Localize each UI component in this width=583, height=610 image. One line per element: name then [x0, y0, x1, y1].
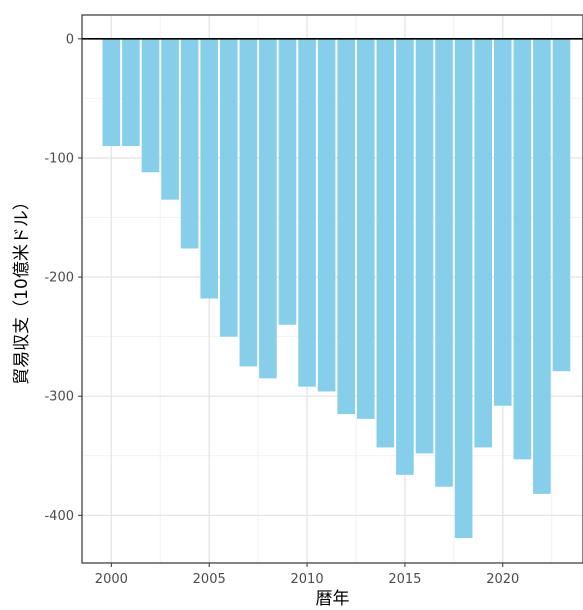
bar-2019 — [474, 38, 492, 448]
y-tick-label: -200 — [44, 271, 74, 286]
bar-2020 — [493, 38, 512, 406]
bar-layer — [102, 38, 571, 538]
plot-frame — [81, 14, 583, 564]
bar-2016 — [415, 38, 434, 454]
bar-2000 — [102, 38, 121, 147]
y-tick-label: -100 — [44, 151, 74, 166]
axis-layer: 2000 2005 2010 2015 2020 0 -100 -200 -300 -400 — [44, 32, 519, 587]
bar-2009 — [278, 38, 297, 325]
bar-2001 — [122, 38, 140, 147]
y-tick-label: 0 — [66, 32, 74, 47]
bar-2022 — [533, 38, 551, 494]
bar-2011 — [317, 38, 336, 392]
y-tick-label: -400 — [44, 509, 74, 524]
x-axis-title: 暦年 — [316, 589, 350, 609]
x-tick-label: 2000 — [95, 572, 128, 587]
bar-2004 — [180, 38, 199, 249]
bar-2014 — [376, 38, 395, 448]
bar-2003 — [161, 38, 179, 200]
bar-2023 — [552, 38, 571, 372]
x-tick-label: 2020 — [486, 572, 519, 587]
bar-2021 — [513, 38, 532, 460]
bar-2008 — [259, 38, 277, 379]
x-tick-label: 2015 — [388, 572, 421, 587]
bar-2012 — [337, 38, 356, 415]
bar-2010 — [298, 38, 316, 387]
bar-2018 — [454, 38, 473, 538]
bar-2005 — [200, 38, 219, 299]
y-tick-label: -300 — [44, 390, 74, 405]
bar-2017 — [435, 38, 453, 487]
bar-2002 — [141, 38, 160, 173]
bar-2007 — [239, 38, 258, 367]
bar-2015 — [396, 38, 414, 475]
x-tick-label: 2010 — [291, 572, 324, 587]
y-axis-title: 貿易収支（10億米ドル） — [12, 193, 32, 385]
bar-2006 — [219, 38, 238, 337]
x-tick-label: 2005 — [193, 572, 226, 587]
bar-2013 — [356, 38, 375, 419]
